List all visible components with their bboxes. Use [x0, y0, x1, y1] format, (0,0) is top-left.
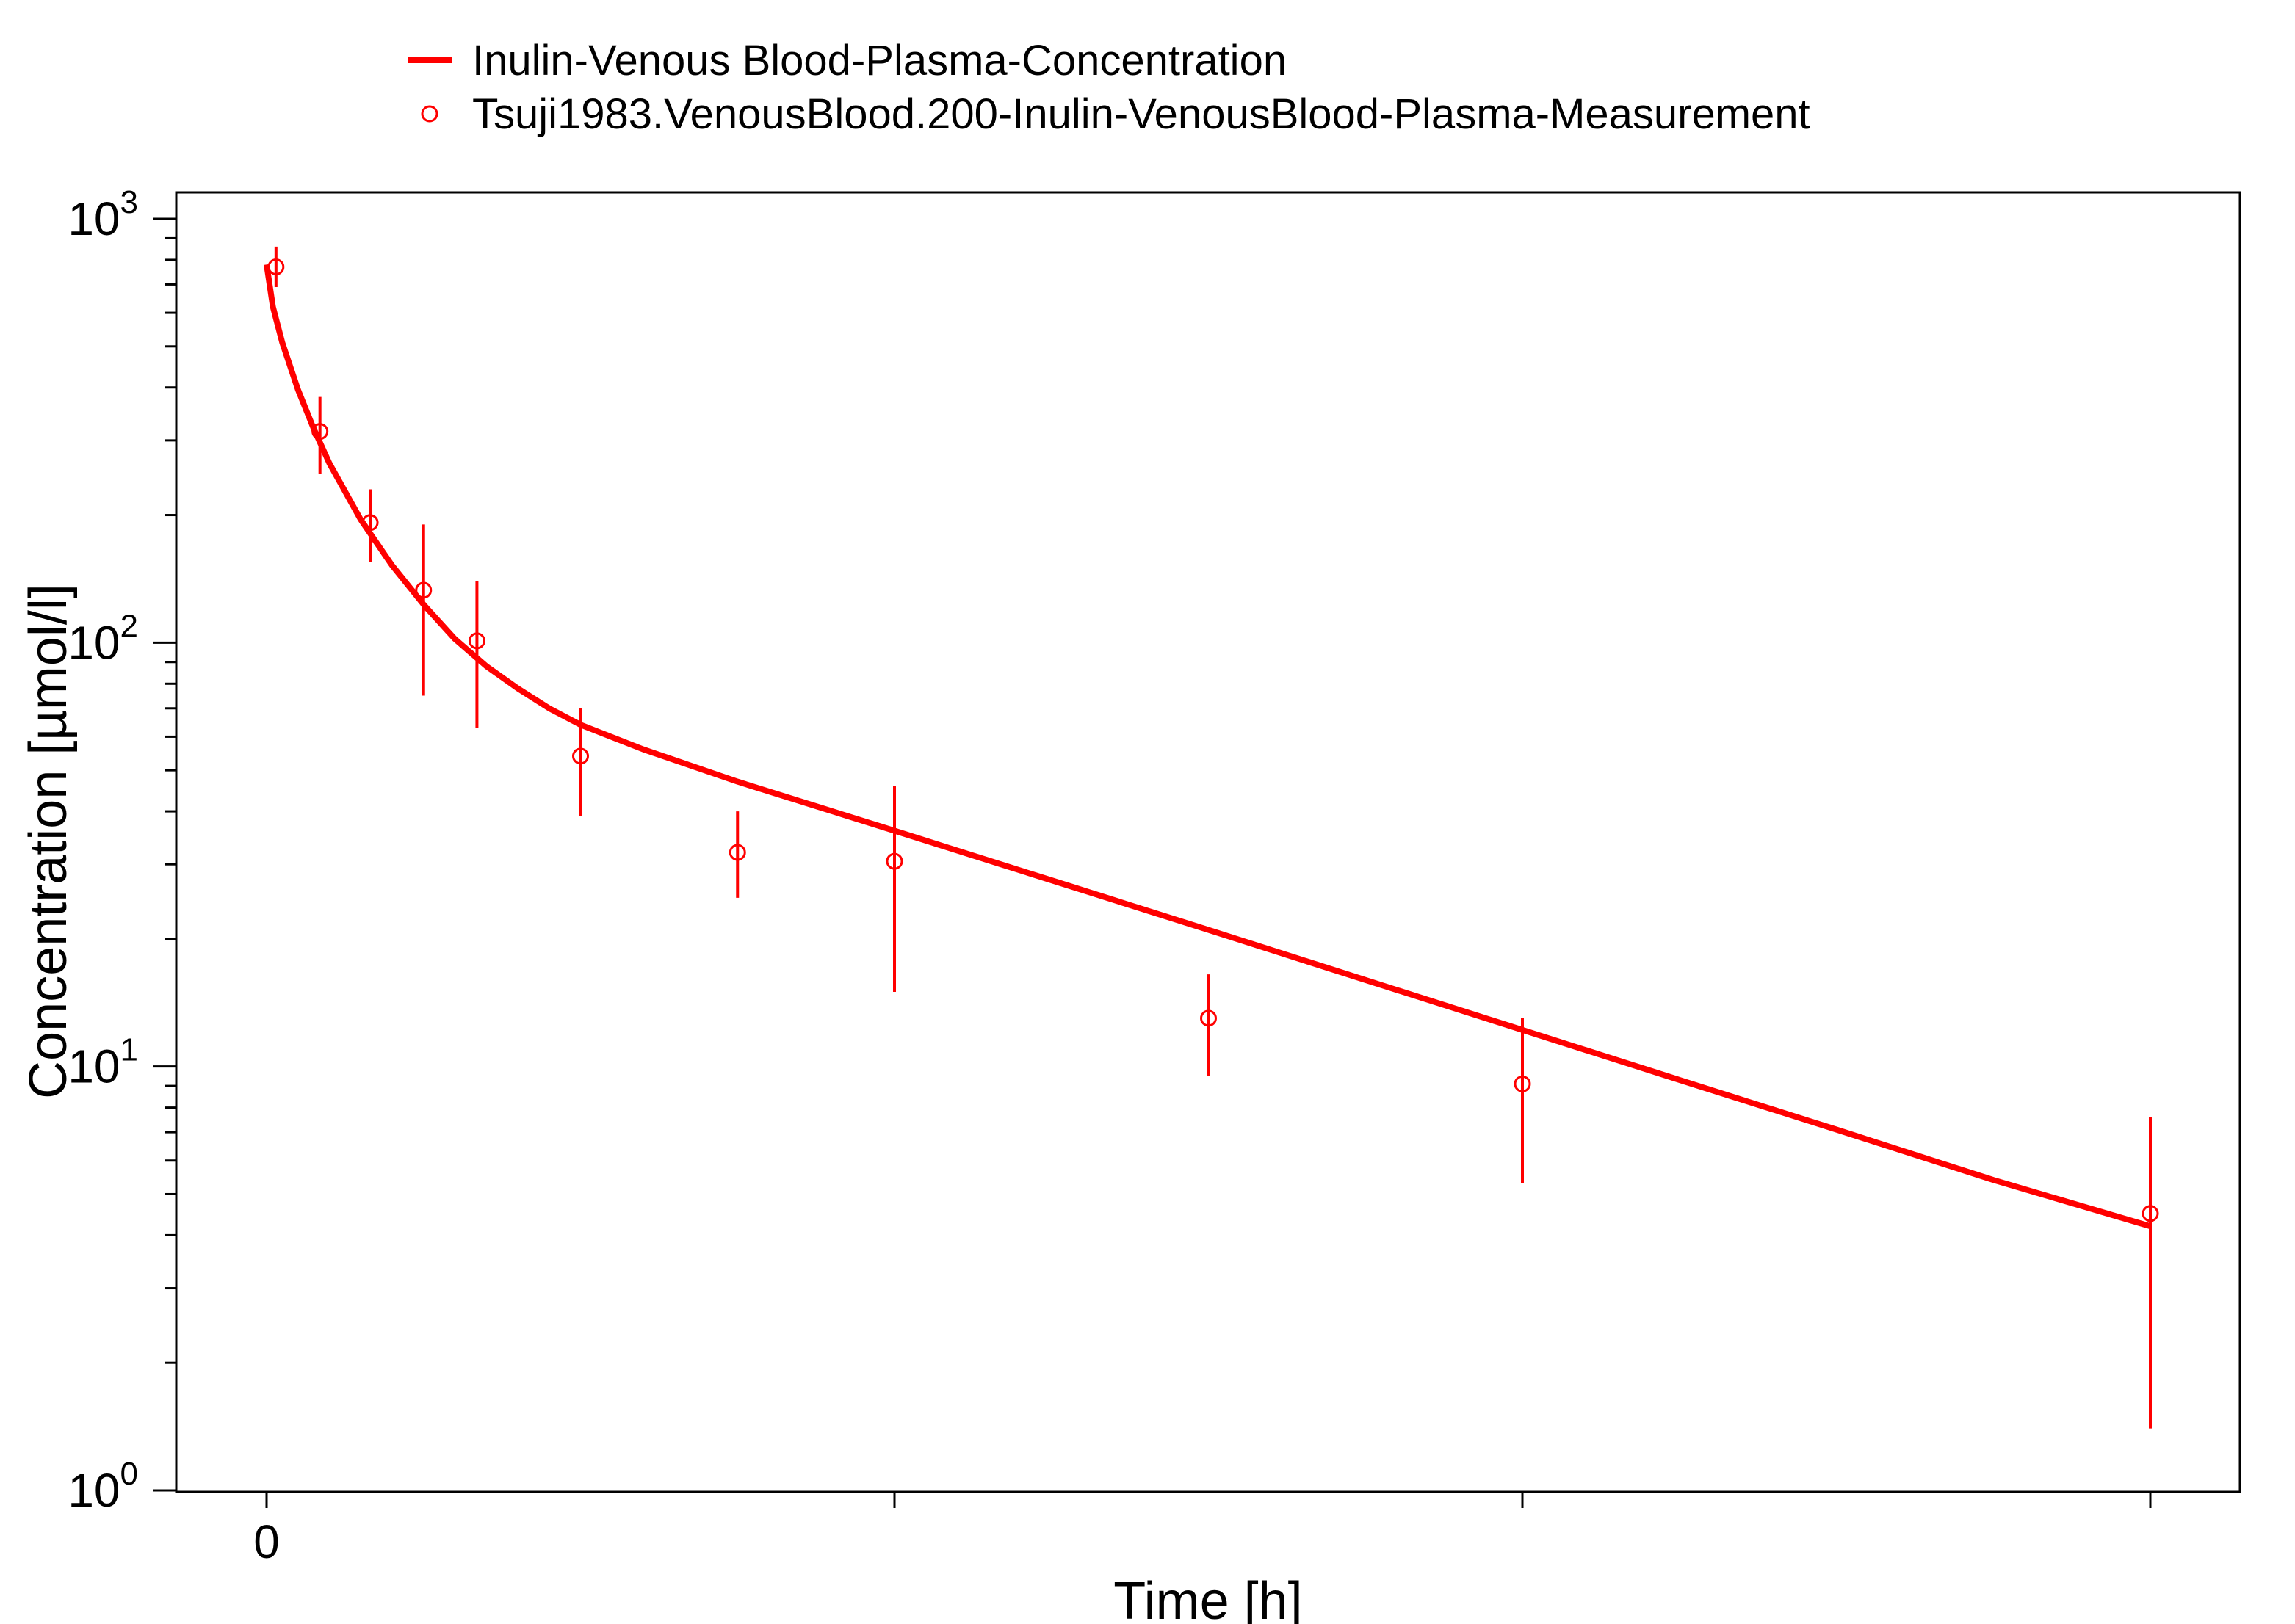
series-line-0	[264, 264, 2152, 1230]
data-point-3	[415, 581, 433, 599]
x-axis-title: Time [h]	[1113, 1572, 1302, 1624]
data-point-6	[729, 844, 746, 861]
legend: Inulin-Venous Blood-Plasma-Concentration…	[408, 37, 1810, 138]
x-axis: 0	[253, 1492, 2152, 1568]
y-axis-title: Concentration [µmol/l]	[19, 584, 78, 1099]
legend-marker-swatch	[421, 105, 438, 123]
x-tick-label-0: 0	[253, 1515, 280, 1568]
y-tick-label-0: 100	[68, 1456, 138, 1517]
data-point-10	[2142, 1205, 2159, 1222]
y-tick-label-3: 103	[68, 184, 138, 245]
y-tick-exponent-3: 3	[120, 184, 138, 220]
data-point-0	[267, 258, 285, 276]
data-point-4	[468, 632, 485, 650]
data-point-9	[1514, 1075, 1531, 1092]
y-tick-label-2: 102	[68, 608, 138, 669]
plot-frame	[175, 191, 2241, 1493]
data-point-1	[311, 423, 329, 441]
y-tick-exponent-2: 2	[120, 608, 138, 644]
data-point-5	[572, 747, 589, 765]
y-tick-exponent-0: 0	[120, 1456, 138, 1492]
series-layer	[264, 246, 2159, 1429]
data-point-2	[361, 514, 379, 532]
data-point-8	[1200, 1009, 1217, 1027]
y-tick-exponent-1: 1	[120, 1032, 138, 1068]
data-point-7	[886, 852, 903, 870]
legend-label-scatter: Tsuji1983.VenousBlood.200-Inulin-VenousB…	[472, 90, 1810, 138]
y-tick-label-1: 101	[68, 1032, 138, 1093]
legend-label-line: Inulin-Venous Blood-Plasma-Concentration	[472, 37, 1287, 84]
